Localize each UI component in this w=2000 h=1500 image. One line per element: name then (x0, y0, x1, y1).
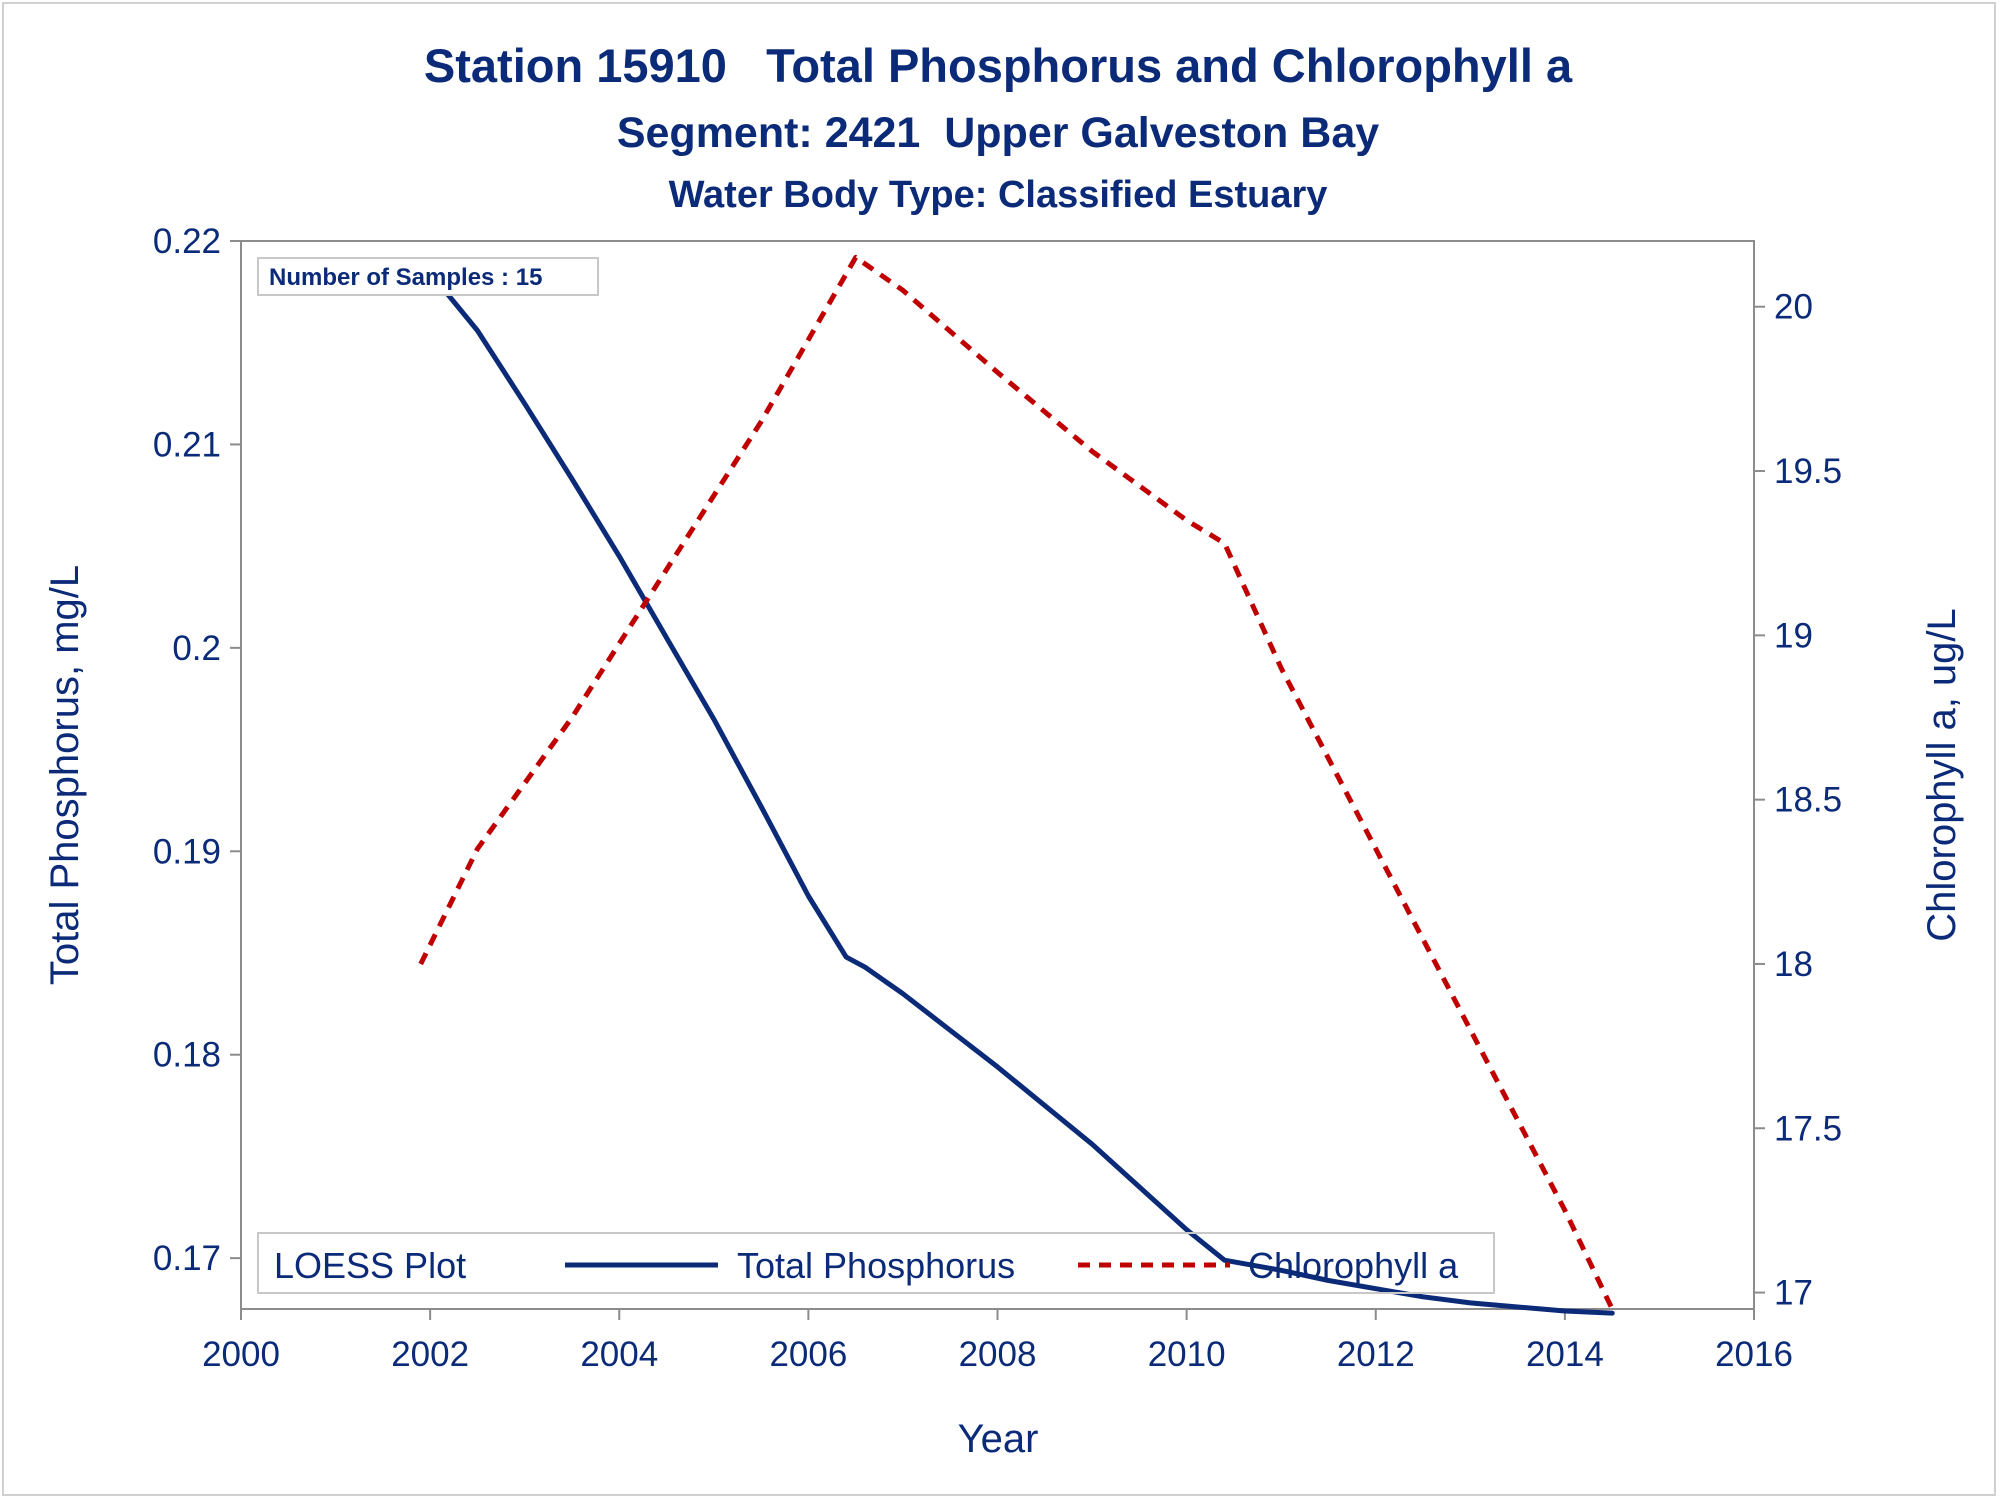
y-axis-right: 17 17.5 18 18.5 19 19.5 20 (1754, 288, 1842, 1313)
series-layer (418, 254, 1615, 1316)
y2-tick-label-4: 19 (1774, 616, 1813, 655)
x-axis-title: Year (958, 1417, 1039, 1461)
chart-subtitle-2: Water Body Type: Classified Estuary (669, 174, 1328, 216)
y-tick-label-5: 0.22 (153, 222, 221, 261)
y2-tick-label-2: 18 (1774, 945, 1813, 984)
x-axis: 2000 2002 2004 2006 2008 2010 2012 2014 2016 (202, 1309, 1793, 1374)
y2-axis-title: Chlorophyll a, ug/L (1920, 608, 1964, 942)
series-line-chlorophyll-a (418, 254, 1615, 1311)
y2-tick-label-5: 19.5 (1774, 452, 1842, 491)
series-line-total-phosphorus (418, 258, 1615, 1316)
y2-tick-label-3: 18.5 (1774, 781, 1842, 820)
x-tick-label-2: 2004 (580, 1335, 658, 1374)
y2-tick-label-6: 20 (1774, 288, 1813, 327)
chart-title: Station 15910 Total Phosphorus and Chlor… (424, 39, 1573, 92)
y-axis-title: Total Phosphorus, mg/L (43, 565, 87, 985)
y2-tick-label-1: 17.5 (1774, 1109, 1842, 1148)
y-tick-label-4: 0.21 (153, 425, 221, 464)
samples-inset-text: Number of Samples : 15 (269, 264, 542, 291)
y-tick-label-0: 0.17 (153, 1239, 221, 1278)
legend-box (257, 1232, 1495, 1294)
chart-subtitle: Segment: 2421 Upper Galveston Bay (617, 109, 1379, 157)
x-tick-label-6: 2012 (1337, 1335, 1415, 1374)
y-tick-label-2: 0.19 (153, 832, 221, 871)
x-tick-label-1: 2002 (391, 1335, 469, 1374)
y-tick-label-1: 0.18 (153, 1036, 221, 1075)
x-tick-label-5: 2010 (1148, 1335, 1226, 1374)
legend: LOESS Plot Total Phosphorus Chlorophyll … (257, 1232, 1495, 1294)
legend-title: LOESS Plot (274, 1245, 466, 1286)
plot-area (240, 240, 1755, 1310)
x-tick-label-0: 2000 (202, 1335, 280, 1374)
legend-label-total-phosphorus: Total Phosphorus (737, 1245, 1015, 1286)
x-tick-label-8: 2016 (1715, 1335, 1793, 1374)
y-tick-label-3: 0.2 (172, 629, 221, 668)
x-tick-label-3: 2006 (769, 1335, 847, 1374)
samples-inset-box (257, 257, 599, 296)
y2-tick-label-0: 17 (1774, 1274, 1813, 1313)
y-axis-left: 0.17 0.18 0.19 0.2 0.21 0.22 (153, 222, 241, 1278)
x-tick-label-4: 2008 (959, 1335, 1037, 1374)
x-tick-label-7: 2014 (1526, 1335, 1604, 1374)
legend-label-chlorophyll-a: Chlorophyll a (1248, 1245, 1459, 1286)
